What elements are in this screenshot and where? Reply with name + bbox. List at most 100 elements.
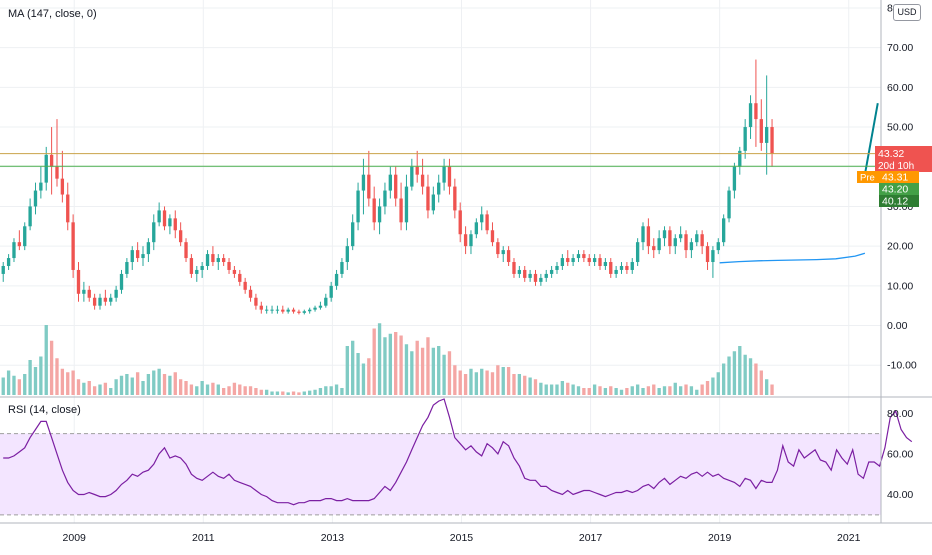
volume-bar xyxy=(173,372,177,395)
volume-bar xyxy=(770,384,774,395)
volume-bar xyxy=(340,388,344,395)
candle-body xyxy=(517,269,522,274)
rsi-axis[interactable]: 40.00 60.00 80.00 xyxy=(887,408,913,501)
candle-body xyxy=(178,230,183,243)
volume-bar xyxy=(71,370,75,395)
candle-body xyxy=(410,166,414,187)
volume-bar xyxy=(243,386,247,395)
volume-bar xyxy=(324,386,328,395)
volume-bar xyxy=(426,337,430,395)
volume-bar xyxy=(695,389,699,395)
volume-bar xyxy=(533,379,538,395)
volume-bar xyxy=(211,382,215,395)
candle-body xyxy=(533,273,538,282)
volume-bar xyxy=(415,340,419,395)
candle-body xyxy=(76,269,81,294)
candle-body xyxy=(474,222,479,235)
volume-bar xyxy=(485,370,489,395)
last-price-label: 43.32 20d 10h xyxy=(875,146,932,172)
candle-body xyxy=(141,254,145,259)
candle-body xyxy=(383,190,387,207)
candle-body xyxy=(625,265,629,270)
candle-body xyxy=(291,309,296,312)
volume-bar xyxy=(125,374,129,395)
ma-indicator-label[interactable]: MA (147, close, 0) xyxy=(8,8,97,20)
time-tick-label: 2021 xyxy=(837,532,861,544)
volume-bar xyxy=(447,351,452,395)
volume-bar xyxy=(313,389,317,395)
candle-body xyxy=(431,194,436,211)
candle-body xyxy=(732,166,737,191)
candle-body xyxy=(162,210,167,227)
candle-body xyxy=(211,254,215,263)
candle-body xyxy=(254,297,258,306)
candle-body xyxy=(437,182,441,195)
time-tick-label: 2013 xyxy=(321,532,345,544)
candle-body xyxy=(748,103,753,128)
candle-body xyxy=(248,289,253,298)
candle-body xyxy=(302,311,306,313)
currency-button[interactable]: USD xyxy=(893,4,921,21)
volume-bar xyxy=(238,384,242,395)
volume-bar xyxy=(135,372,140,395)
volume-bar xyxy=(216,384,220,395)
volume-bar xyxy=(528,377,532,395)
candle-body xyxy=(60,178,65,195)
candle-body xyxy=(259,305,263,310)
candle-body xyxy=(635,242,640,263)
candle-body xyxy=(265,309,269,311)
volume-bar xyxy=(517,374,522,395)
volume-bar xyxy=(646,386,651,395)
volume-bar xyxy=(302,391,306,395)
candle-body xyxy=(668,230,672,247)
candle-body xyxy=(684,234,688,251)
candle-body xyxy=(415,166,419,175)
volume-bar xyxy=(614,388,618,395)
candle-body xyxy=(700,234,704,247)
volume-bar xyxy=(496,365,500,395)
candle-body xyxy=(442,166,446,183)
time-axis[interactable]: 2009 2011 2013 2015 2017 2019 2021 xyxy=(63,532,861,544)
volume-bar xyxy=(372,328,376,395)
volume-bar xyxy=(318,388,323,395)
volume-bar xyxy=(668,386,672,395)
volume-bar xyxy=(603,388,608,395)
volume-bar xyxy=(399,335,403,395)
candle-body xyxy=(678,234,683,239)
candle-body xyxy=(114,289,118,298)
candle-body xyxy=(716,242,720,251)
candle-body xyxy=(528,273,532,278)
trend-line[interactable] xyxy=(863,103,879,175)
candle-body xyxy=(157,210,161,223)
volume-bar xyxy=(351,340,355,395)
volume-bar xyxy=(442,354,446,395)
candle-body xyxy=(662,230,667,239)
candle-body xyxy=(399,198,403,223)
candle-body xyxy=(318,305,323,308)
volume-bar xyxy=(49,340,54,395)
candle-body xyxy=(555,265,559,270)
rsi-indicator-label[interactable]: RSI (14, close) xyxy=(8,404,81,416)
price-tick-label: 50.00 xyxy=(887,122,913,134)
volume-bar xyxy=(195,386,199,395)
candle-body xyxy=(560,258,565,266)
volume-bar xyxy=(662,386,667,395)
candle-body xyxy=(587,258,591,263)
volume-bar xyxy=(200,381,204,395)
candle-body xyxy=(754,103,758,120)
volume-bar xyxy=(754,363,758,395)
candle-body xyxy=(523,269,527,278)
rsi-line xyxy=(3,398,913,506)
volume-bar xyxy=(87,381,91,395)
candle-body xyxy=(453,186,457,211)
candle-body xyxy=(55,166,59,179)
candle-body xyxy=(168,218,172,227)
volume-bar xyxy=(361,363,366,395)
volume-bar xyxy=(571,384,575,395)
volume-bar xyxy=(109,388,113,395)
time-tick-label: 2015 xyxy=(450,532,474,544)
candle-body xyxy=(351,222,355,247)
candle-body xyxy=(44,154,48,183)
